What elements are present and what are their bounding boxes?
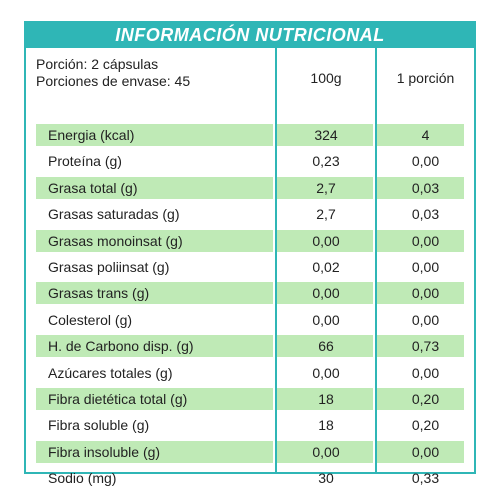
- nutrient-name: Fibra insoluble (g): [48, 443, 161, 460]
- value-per-portion: 0,00: [411, 285, 440, 302]
- table-row: Grasas poliinsat (g) 0,02 0,00: [26, 254, 474, 280]
- portion-info: Porción: 2 cápsulas Porciones de envase:…: [36, 56, 190, 90]
- nutrient-name: Fibra soluble (g): [48, 417, 150, 434]
- nutrient-name: Proteína (g): [48, 153, 122, 170]
- nutrient-name: Fibra dietética total (g): [48, 390, 188, 407]
- table-row: Fibra dietética total (g) 18 0,20: [26, 386, 474, 412]
- value-per-portion: 0,00: [411, 258, 440, 275]
- table-row: Fibra soluble (g) 18 0,20: [26, 412, 474, 438]
- nutrient-name: Azúcares totales (g): [48, 364, 173, 381]
- value-per-100g: 0,00: [312, 311, 340, 328]
- column-divider-portion: [375, 48, 377, 472]
- value-per-100g: 2,7: [316, 206, 336, 223]
- row-highlight-band: [36, 335, 273, 358]
- value-per-100g: 0,23: [312, 153, 340, 170]
- row-highlight-band: [277, 282, 373, 305]
- row-highlight-band: [36, 124, 273, 146]
- column-header-100g: 100g: [310, 70, 342, 86]
- nutrition-facts-panel: INFORMACIÓN NUTRICIONAL Porción: 2 cápsu…: [24, 21, 476, 486]
- row-highlight-band: [377, 440, 464, 463]
- servings-per-container: Porciones de envase: 45: [36, 73, 191, 89]
- row-highlight-band: [36, 282, 273, 305]
- table-row: Proteína (g) 0,23 0,00: [26, 148, 474, 174]
- row-highlight-band: [36, 229, 273, 252]
- value-per-100g: 0,00: [312, 443, 340, 460]
- row-highlight-band: [377, 229, 464, 252]
- row-highlight-band: [277, 387, 373, 410]
- row-highlight-band: [377, 387, 464, 410]
- nutrient-name: Grasa total (g): [48, 179, 138, 196]
- row-highlight-band: [36, 387, 273, 410]
- row-highlight-band: [377, 176, 464, 199]
- nutrient-name: Sodio (mg): [48, 470, 117, 487]
- value-per-portion: 0,33: [411, 470, 440, 487]
- nutrition-title: INFORMACIÓN NUTRICIONAL: [26, 23, 474, 48]
- value-per-100g: 2,7: [316, 179, 336, 196]
- row-highlight-band: [36, 440, 273, 463]
- table-row: Sodio (mg) 30 0,33: [26, 465, 474, 491]
- row-highlight-band: [277, 335, 373, 358]
- row-highlight-band: [377, 124, 464, 146]
- table-header: Porción: 2 cápsulas Porciones de envase:…: [26, 48, 474, 122]
- value-per-portion: 0,20: [411, 417, 440, 434]
- row-highlight-band: [377, 335, 464, 358]
- serving-size: Porción: 2 cápsulas: [36, 56, 159, 72]
- value-per-100g: 66: [318, 338, 334, 355]
- row-highlight-band: [277, 176, 373, 199]
- value-per-portion: 0,73: [411, 338, 440, 355]
- nutrient-rows: Energia (kcal) 324 4 Proteína (g) 0,23 0,00 Gr…: [26, 122, 474, 491]
- column-divider-100g: [275, 48, 277, 472]
- value-per-portion: 0,00: [411, 311, 440, 328]
- value-per-portion: 0,00: [411, 232, 440, 249]
- table-row: Grasa total (g) 2,7 0,03: [26, 175, 474, 201]
- value-per-100g: 18: [318, 417, 334, 434]
- table-row: H. de Carbono disp. (g) 66 0,73: [26, 333, 474, 359]
- value-per-100g: 0,00: [312, 232, 340, 249]
- value-per-100g: 0,00: [312, 285, 340, 302]
- table-row: Azúcares totales (g) 0,00 0,00: [26, 360, 474, 386]
- value-per-portion: 0,20: [411, 390, 440, 407]
- value-per-100g: 324: [314, 127, 338, 143]
- table-row: Grasas monoinsat (g) 0,00 0,00: [26, 228, 474, 254]
- table-row: Colesterol (g) 0,00 0,00: [26, 307, 474, 333]
- nutrient-name: Grasas saturadas (g): [48, 206, 180, 223]
- value-per-100g: 0,00: [312, 364, 340, 381]
- nutrient-name: Grasas monoinsat (g): [48, 232, 183, 249]
- table-row: Energia (kcal) 324 4: [26, 122, 474, 148]
- table-row: Grasas saturadas (g) 2,7 0,03: [26, 201, 474, 227]
- value-per-portion: 4: [421, 127, 430, 143]
- value-per-portion: 0,00: [411, 153, 440, 170]
- row-highlight-band: [277, 124, 373, 146]
- row-highlight-band: [277, 440, 373, 463]
- nutrient-name: H. de Carbono disp. (g): [48, 338, 194, 355]
- value-per-portion: 0,00: [411, 443, 440, 460]
- value-per-portion: 0,03: [411, 206, 440, 223]
- table-row: Fibra insoluble (g) 0,00 0,00: [26, 439, 474, 465]
- row-highlight-band: [377, 282, 464, 305]
- nutrient-name: Colesterol (g): [48, 311, 133, 328]
- value-per-portion: 0,03: [411, 179, 440, 196]
- column-header-portion: 1 porción: [396, 70, 455, 86]
- nutrient-name: Grasas poliinsat (g): [48, 258, 170, 275]
- nutrient-name: Energia (kcal): [48, 127, 135, 143]
- table-row: Grasas trans (g) 0,00 0,00: [26, 280, 474, 306]
- value-per-100g: 18: [318, 390, 334, 407]
- value-per-portion: 0,00: [411, 364, 440, 381]
- row-highlight-band: [36, 176, 273, 199]
- value-per-100g: 30: [318, 470, 334, 487]
- value-per-100g: 0,02: [312, 258, 340, 275]
- nutrient-name: Grasas trans (g): [48, 285, 150, 302]
- row-highlight-band: [277, 229, 373, 252]
